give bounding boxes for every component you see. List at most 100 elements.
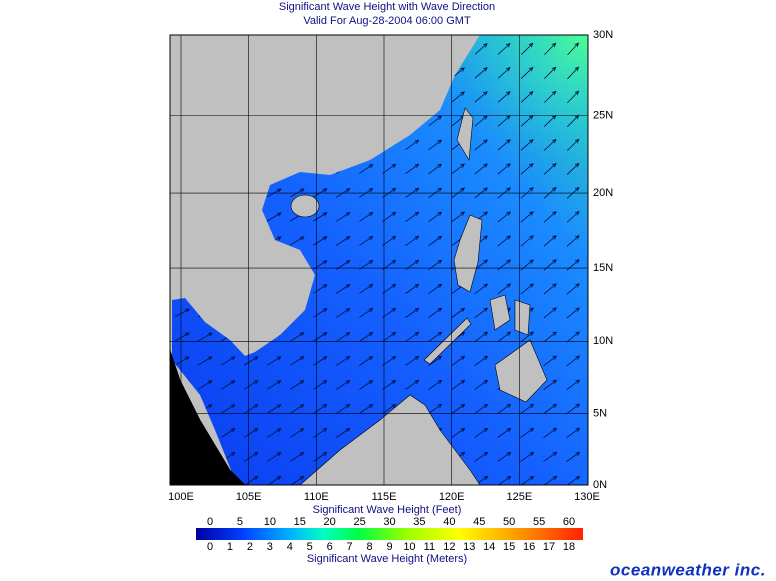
wave-arrow <box>566 210 580 223</box>
wave-arrow <box>474 163 488 175</box>
wave-arrow <box>544 66 557 79</box>
wave-arrow <box>382 331 397 342</box>
brand: oceanweather inc. <box>610 560 766 579</box>
wave-arrow <box>520 235 534 247</box>
x-tick-label: 100E <box>168 491 194 503</box>
x-tick-label: 115E <box>372 491 397 503</box>
wave-arrow <box>244 428 259 438</box>
wave-arrow <box>336 404 351 414</box>
wave-arrow <box>451 211 466 223</box>
wave-arrow <box>313 212 328 222</box>
wave-arrow <box>359 355 374 366</box>
colorbar-tick-label: 0 <box>207 516 213 528</box>
wave-arrow <box>520 90 534 103</box>
colorbar-tick-label: 10 <box>264 516 276 528</box>
wave-arrow <box>567 66 580 80</box>
wave-arrow <box>566 379 581 391</box>
wave-arrow <box>336 356 351 366</box>
y-tick-label: 0N <box>593 479 607 491</box>
hainan <box>290 194 320 218</box>
wave-arrow <box>428 355 443 366</box>
wave-arrow <box>567 42 580 56</box>
wave-arrow <box>382 307 397 318</box>
mindanao <box>494 339 548 403</box>
y-tick-label: 30N <box>593 29 613 41</box>
wave-arrow <box>405 163 420 175</box>
wave-arrow <box>543 331 558 343</box>
wave-arrow <box>313 428 328 438</box>
wave-arrow <box>313 308 328 318</box>
colorbar-tick-label: 60 <box>563 516 575 528</box>
colorbar-tick-label: 8 <box>366 541 372 553</box>
wave-arrow <box>359 308 374 318</box>
colorbar-tick-label: 45 <box>473 516 485 528</box>
x-tick-label: 105E <box>236 491 262 503</box>
island <box>489 294 511 331</box>
wave-arrow <box>544 90 557 103</box>
wave-arrow <box>220 356 236 366</box>
wave-arrow <box>566 355 581 367</box>
colorbar-tick-label: 15 <box>294 516 306 528</box>
wave-arrow <box>543 211 557 223</box>
borneo <box>299 394 481 486</box>
wave-arrow <box>428 307 443 319</box>
wave-arrow <box>520 283 534 295</box>
wave-arrow <box>520 139 534 151</box>
wave-arrow <box>336 308 351 318</box>
colorbar-tick-label: 2 <box>247 541 253 553</box>
wave-arrow <box>520 475 535 485</box>
colorbar-tick-label: 18 <box>563 541 575 553</box>
wave-arrow <box>290 380 305 390</box>
wave-arrow <box>566 307 580 319</box>
wave-arrow <box>359 332 374 342</box>
wave-arrow <box>543 427 558 438</box>
map-frame <box>169 34 589 486</box>
colorbar-feet-label: Significant Wave Height (Feet) <box>313 504 462 516</box>
y-tick-label: 25N <box>593 110 613 122</box>
wave-arrow <box>566 259 580 271</box>
wave-arrow <box>405 211 420 222</box>
wave-arrow <box>474 67 488 79</box>
colorbar-tick-label: 50 <box>503 516 515 528</box>
colorbar-tick-label: 15 <box>503 541 515 553</box>
taiwan <box>456 107 474 161</box>
wave-arrow <box>336 380 351 390</box>
wave-arrow <box>474 43 488 55</box>
island <box>514 299 531 336</box>
wave-arrow <box>566 331 580 343</box>
wave-arrow <box>497 91 511 103</box>
wave-arrow <box>244 475 259 485</box>
wave-arrow <box>543 259 557 271</box>
wave-arrow <box>382 163 397 174</box>
colorbar-tick-label: 7 <box>347 541 353 553</box>
wave-arrow <box>566 162 580 175</box>
wave-arrow <box>497 475 512 485</box>
wave-arrow <box>290 428 305 438</box>
wave-arrow <box>497 139 511 151</box>
wave-arrow <box>543 283 557 295</box>
wave-arrow <box>359 379 374 390</box>
wave-arrow <box>174 332 190 342</box>
colorbar-tick-label: 25 <box>353 516 365 528</box>
wave-arrow <box>382 235 397 246</box>
wave-arrow <box>267 356 282 366</box>
wave-arrow <box>497 427 512 438</box>
wave-arrow <box>221 428 236 438</box>
wave-arrow <box>497 211 511 223</box>
wave-arrow <box>428 283 443 295</box>
wave-arrow <box>543 235 557 247</box>
wave-arrow <box>405 379 420 390</box>
wave-arrow <box>313 404 328 414</box>
colorbar <box>196 528 583 540</box>
wave-arrow <box>543 355 558 367</box>
wave-arrow <box>543 307 557 319</box>
luzon <box>453 214 483 293</box>
wave-arrow <box>474 283 489 295</box>
colorbar-tick-label: 30 <box>383 516 395 528</box>
wave-arrow <box>566 235 580 247</box>
colorbar-tick-label: 5 <box>307 541 313 553</box>
colorbar-meters-label: Significant Wave Height (Meters) <box>307 553 467 565</box>
wave-arrow <box>428 163 443 175</box>
wave-arrow <box>336 428 351 438</box>
wave-arrow <box>359 164 374 174</box>
